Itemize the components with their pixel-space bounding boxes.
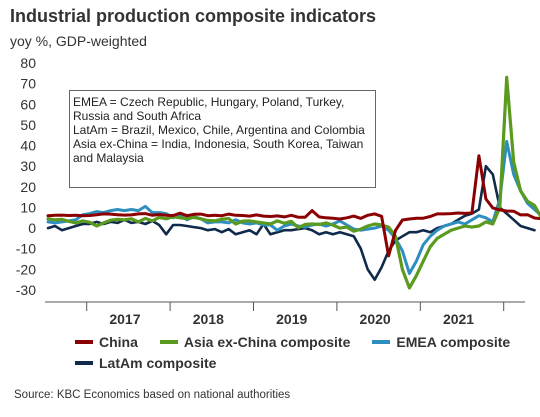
y-tick-label: 10 [20, 199, 36, 215]
legend-label-china: China [99, 334, 138, 350]
source-note: Source: KBC Economics based on national … [14, 389, 291, 401]
x-tick-label: 2020 [360, 311, 391, 327]
series-line-china [46, 154, 540, 258]
note-line-emea: EMEA = Czech Republic, Hungary, Poland, … [73, 95, 345, 123]
legend-swatch-emea [372, 340, 391, 344]
definitions-note-box: EMEA = Czech Republic, Hungary, Poland, … [69, 90, 376, 188]
y-tick-label: 80 [20, 55, 36, 71]
legend-item-china: China [75, 334, 138, 350]
y-tick-label: 0 [28, 220, 36, 236]
y-tick-label: -10 [16, 241, 36, 257]
x-tick-label: 2017 [109, 311, 140, 327]
chart-subtitle: yoy %, GDP-weighted [10, 33, 147, 49]
legend-row-2: LatAm composite [75, 355, 238, 371]
note-line-asia: Asia ex-China = India, Indonesia, South … [73, 137, 364, 165]
note-line-latam: LatAm = Brazil, Mexico, Chile, Argentina… [73, 123, 365, 137]
y-tick-label: 20 [20, 179, 36, 195]
y-tick-label: 40 [20, 138, 36, 154]
y-tick-label: -20 [16, 261, 36, 277]
y-tick-label: 50 [20, 117, 36, 133]
legend-label-emea: EMEA composite [396, 334, 511, 350]
legend-item-asia: Asia ex-China composite [159, 334, 351, 350]
legend-swatch-asia [159, 340, 178, 344]
legend-item-emea: EMEA composite [372, 334, 510, 350]
x-tick-label: 2019 [276, 311, 307, 327]
y-tick-label: 60 [20, 96, 36, 112]
legend-item-latam: LatAm composite [75, 355, 216, 371]
series-line-asia-ex-china-composite [46, 75, 540, 290]
x-tick-label: 2018 [193, 311, 224, 327]
legend-label-asia: Asia ex-China composite [183, 334, 351, 350]
y-tick-label: 70 [20, 76, 36, 92]
y-tick-label: 30 [20, 158, 36, 174]
y-tick-label: -30 [16, 282, 36, 298]
legend-swatch-china [75, 340, 93, 344]
legend-swatch-latam [75, 361, 93, 365]
legend-row-1: China Asia ex-China composite EMEA compo… [75, 334, 532, 350]
x-tick-label: 2021 [443, 311, 474, 327]
chart-title: Industrial production composite indicato… [10, 6, 377, 26]
legend-label-latam: LatAm composite [99, 355, 217, 371]
